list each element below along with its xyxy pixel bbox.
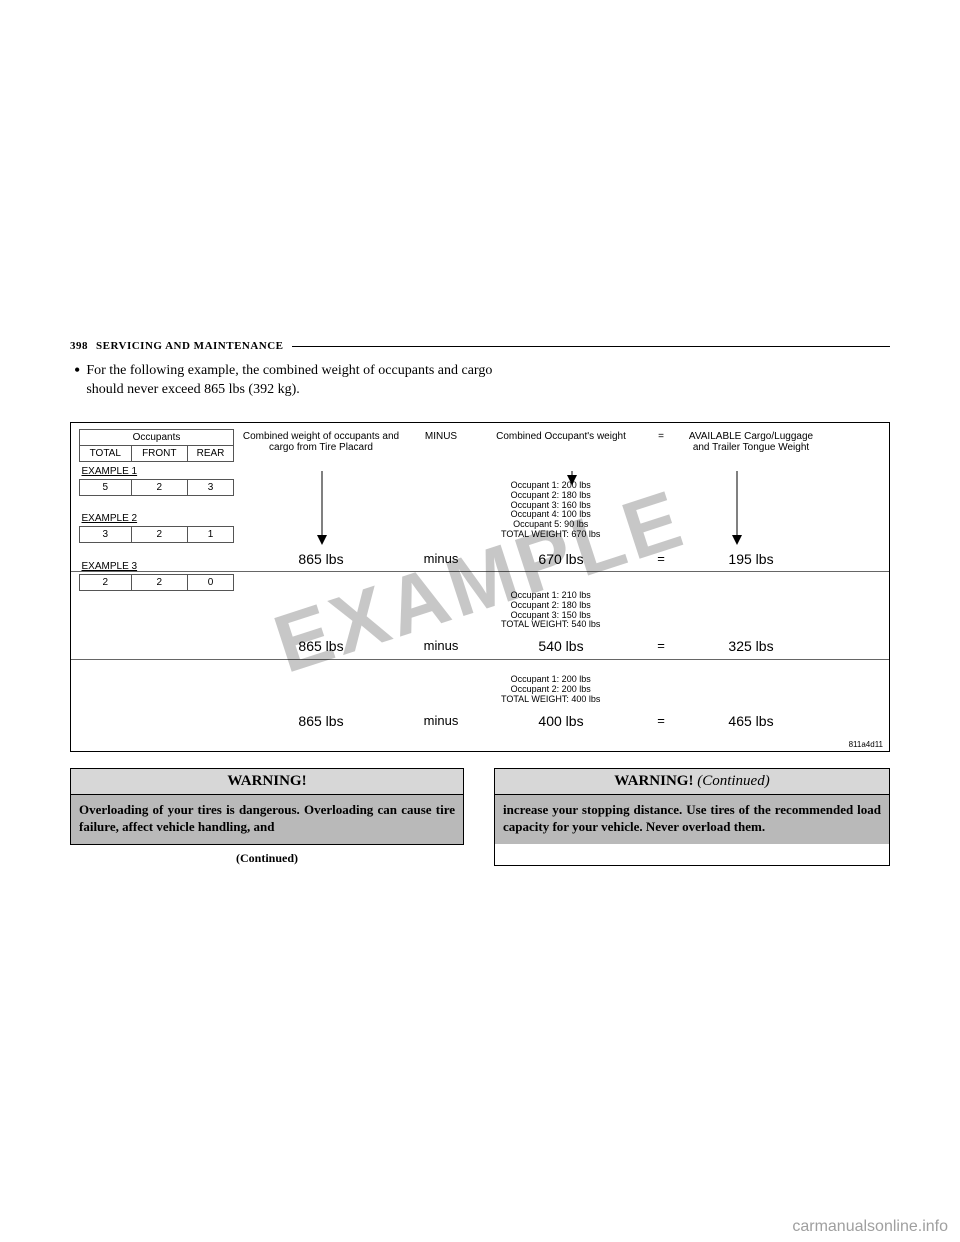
col-rear: REAR — [188, 445, 234, 461]
ex2-rear: 1 — [188, 527, 234, 543]
warning-left: WARNING! Overloading of your tires is da… — [70, 768, 464, 845]
ex1-total: 5 — [80, 479, 132, 495]
ex1-label: EXAMPLE 1 — [80, 461, 234, 479]
ex2-front: 2 — [131, 527, 188, 543]
col-total: TOTAL — [80, 445, 132, 461]
page-header: 398 SERVICING AND MAINTENANCE — [70, 340, 890, 352]
warning-section: WARNING! Overloading of your tires is da… — [70, 768, 890, 866]
arrow-down-icon — [316, 471, 328, 545]
ex2-detail: Occupant 1: 210 lbs Occupant 2: 180 lbs … — [501, 591, 600, 631]
warning-left-title: WARNING! — [71, 769, 463, 795]
continued-label: (Continued) — [70, 851, 464, 866]
col-combined: Combined weight of occupants and cargo f… — [241, 431, 401, 453]
occupants-header: Occupants — [80, 429, 234, 445]
ex3-front: 2 — [131, 574, 188, 590]
intro-text: For the following example, the combined … — [86, 362, 496, 400]
header-rule — [292, 346, 890, 347]
page-container: 398 SERVICING AND MAINTENANCE • For the … — [0, 0, 960, 1242]
diagram-column-headers: Combined weight of occupants and cargo f… — [241, 431, 881, 453]
col-occupant-weight: Combined Occupant's weight — [481, 431, 641, 453]
intro-bullet: • For the following example, the combine… — [70, 362, 496, 400]
arrow-down-icon — [731, 471, 743, 545]
ex3-rear: 0 — [188, 574, 234, 590]
bullet-glyph: • — [74, 362, 80, 400]
col-available: AVAILABLE Cargo/Luggage and Trailer Tong… — [681, 431, 821, 453]
page-number: 398 — [70, 340, 88, 352]
diagram-divider — [71, 659, 889, 660]
site-watermark: carmanualsonline.info — [792, 1218, 948, 1236]
warning-right: WARNING! (Continued) increase your stopp… — [494, 768, 890, 866]
ex2-row: 865 lbs minus 540 lbs = 325 lbs — [241, 638, 881, 654]
ex1-row: 865 lbs minus 670 lbs = 195 lbs — [241, 551, 881, 567]
occupants-grid: Occupants TOTAL FRONT REAR EXAMPLE 1 5 2… — [79, 429, 234, 591]
warning-right-title: WARNING! (Continued) — [495, 769, 889, 795]
diagram-divider — [71, 571, 889, 572]
diagram-id: 811a4d11 — [849, 740, 883, 749]
content-area: 398 SERVICING AND MAINTENANCE • For the … — [70, 340, 890, 866]
warning-right-body: increase your stopping distance. Use tir… — [495, 795, 889, 844]
col-equals: = — [641, 431, 681, 453]
warning-left-body: Overloading of your tires is dangerous. … — [71, 795, 463, 844]
col-front: FRONT — [131, 445, 188, 461]
ex3-total: 2 — [80, 574, 132, 590]
ex2-total: 3 — [80, 527, 132, 543]
col-minus: MINUS — [401, 431, 481, 453]
ex3-detail: Occupant 1: 200 lbs Occupant 2: 200 lbs … — [501, 675, 600, 705]
ex1-rear: 3 — [188, 479, 234, 495]
ex3-row: 865 lbs minus 400 lbs = 465 lbs — [241, 713, 881, 729]
example-diagram: Occupants TOTAL FRONT REAR EXAMPLE 1 5 2… — [70, 422, 890, 752]
ex1-detail: Occupant 1: 200 lbs Occupant 2: 180 lbs … — [501, 481, 600, 540]
ex2-label: EXAMPLE 2 — [80, 509, 234, 527]
section-title: SERVICING AND MAINTENANCE — [96, 340, 284, 352]
ex1-front: 2 — [131, 479, 188, 495]
